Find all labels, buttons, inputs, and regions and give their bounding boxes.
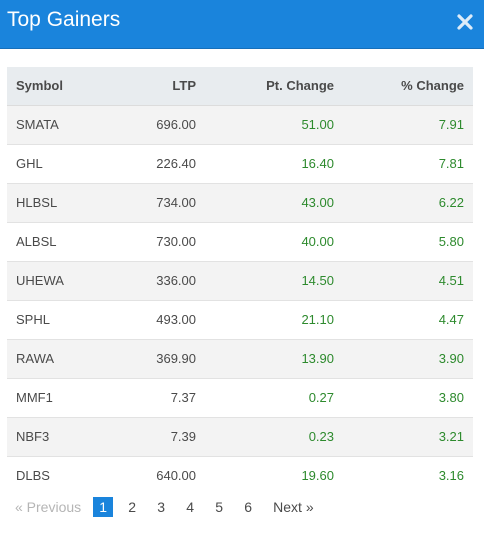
symbol-cell[interactable]: NBF3 [7,416,102,456]
page-5-link[interactable]: 5 [215,499,224,515]
symbol-cell[interactable]: RAWA [7,338,102,378]
pct-change-cell: 3.21 [343,416,473,456]
ltp-cell: 640.00 [102,455,205,495]
modal-header: Top Gainers [0,0,484,49]
pt-change-cell: 51.00 [205,104,343,144]
table-row[interactable]: RAWA 369.90 13.90 3.90 [7,338,473,378]
ltp-cell: 493.00 [102,299,205,339]
pct-change-cell: 3.16 [343,455,473,495]
next-page-link[interactable]: Next » [273,499,314,515]
ltp-cell: 226.40 [102,143,205,183]
header-pct-change[interactable]: % Change [343,67,473,106]
page-4-link[interactable]: 4 [186,499,195,515]
pct-change-cell: 6.22 [343,182,473,222]
pct-change-cell: 4.51 [343,260,473,300]
pct-change-cell: 3.90 [343,338,473,378]
ltp-cell: 730.00 [102,221,205,261]
pct-change-cell: 7.81 [343,143,473,183]
pct-change-cell: 5.80 [343,221,473,261]
pagination: « Previous 1 2 3 4 5 6 Next » [15,496,314,518]
header-ltp[interactable]: LTP [102,67,205,106]
table-row[interactable]: ALBSL 730.00 40.00 5.80 [7,221,473,261]
table-row[interactable]: SMATA 696.00 51.00 7.91 [7,104,473,144]
pt-change-cell: 43.00 [205,182,343,222]
pt-change-cell: 0.27 [205,377,343,417]
symbol-cell[interactable]: MMF1 [7,377,102,417]
ltp-cell: 696.00 [102,104,205,144]
symbol-cell[interactable]: SPHL [7,299,102,339]
gainers-table-container: Symbol LTP Pt. Change % Change SMATA 696.… [7,67,473,495]
symbol-cell[interactable]: GHL [7,143,102,183]
ltp-cell: 7.37 [102,377,205,417]
table-row[interactable]: SPHL 493.00 21.10 4.47 [7,299,473,339]
page-2-link[interactable]: 2 [128,499,137,515]
page-3-link[interactable]: 3 [157,499,166,515]
pt-change-cell: 13.90 [205,338,343,378]
ltp-cell: 336.00 [102,260,205,300]
page-6-link[interactable]: 6 [244,499,253,515]
table-row[interactable]: GHL 226.40 16.40 7.81 [7,143,473,183]
table-header-row: Symbol LTP Pt. Change % Change [7,67,473,106]
table-row[interactable]: NBF3 7.39 0.23 3.21 [7,416,473,456]
previous-page-link[interactable]: « Previous [15,499,82,515]
page-1-link[interactable]: 1 [93,497,114,517]
ltp-cell: 7.39 [102,416,205,456]
header-symbol[interactable]: Symbol [7,67,102,106]
symbol-cell[interactable]: UHEWA [7,260,102,300]
close-icon[interactable] [455,12,475,32]
table-row[interactable]: MMF1 7.37 0.27 3.80 [7,377,473,417]
table-row[interactable]: DLBS 640.00 19.60 3.16 [7,455,473,495]
gainers-table: Symbol LTP Pt. Change % Change SMATA 696.… [7,67,473,495]
pt-change-cell: 19.60 [205,455,343,495]
symbol-cell[interactable]: HLBSL [7,182,102,222]
ltp-cell: 369.90 [102,338,205,378]
table-row[interactable]: HLBSL 734.00 43.00 6.22 [7,182,473,222]
pct-change-cell: 7.91 [343,104,473,144]
pt-change-cell: 14.50 [205,260,343,300]
pct-change-cell: 3.80 [343,377,473,417]
pt-change-cell: 40.00 [205,221,343,261]
pt-change-cell: 21.10 [205,299,343,339]
symbol-cell[interactable]: ALBSL [7,221,102,261]
pt-change-cell: 0.23 [205,416,343,456]
table-row[interactable]: UHEWA 336.00 14.50 4.51 [7,260,473,300]
ltp-cell: 734.00 [102,182,205,222]
pct-change-cell: 4.47 [343,299,473,339]
symbol-cell[interactable]: DLBS [7,455,102,495]
header-pt-change[interactable]: Pt. Change [205,67,343,106]
pt-change-cell: 16.40 [205,143,343,183]
symbol-cell[interactable]: SMATA [7,104,102,144]
modal-title: Top Gainers [7,8,121,31]
